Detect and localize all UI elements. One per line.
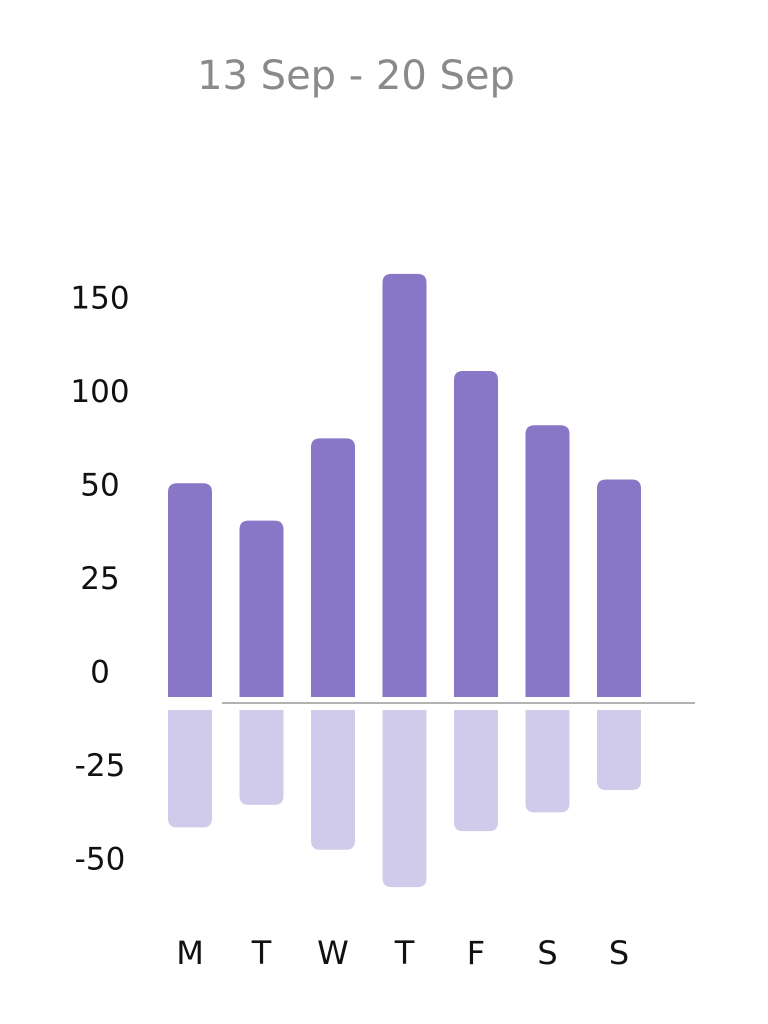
y-tick-label: 50 bbox=[80, 468, 119, 504]
x-tick-label: T bbox=[394, 934, 415, 972]
bar bbox=[454, 371, 498, 697]
bar bbox=[525, 710, 570, 813]
x-tick-label: T bbox=[251, 934, 272, 972]
y-tick-label: 100 bbox=[70, 374, 129, 410]
x-tick-label: W bbox=[317, 934, 349, 972]
chart-title: 13 Sep - 20 Sep bbox=[197, 53, 515, 99]
y-tick-label: 0 bbox=[90, 655, 110, 691]
x-tick-label: S bbox=[609, 934, 629, 972]
bar bbox=[382, 273, 427, 697]
bar bbox=[239, 710, 284, 805]
bar bbox=[525, 425, 570, 697]
x-tick-label: S bbox=[537, 934, 557, 972]
y-tick-label: -50 bbox=[75, 842, 126, 878]
bar bbox=[454, 710, 498, 832]
x-tick-label: M bbox=[176, 934, 204, 972]
bar bbox=[597, 479, 641, 697]
bar bbox=[239, 520, 284, 697]
bar bbox=[311, 710, 355, 850]
bar bbox=[597, 710, 641, 790]
y-tick-label: -25 bbox=[75, 748, 126, 784]
bar bbox=[168, 710, 212, 828]
bar bbox=[382, 710, 427, 888]
bar bbox=[168, 483, 212, 697]
bar bbox=[311, 438, 355, 697]
x-tick-label: F bbox=[467, 934, 485, 972]
y-tick-label: 25 bbox=[80, 561, 119, 597]
y-tick-label: 150 bbox=[70, 281, 129, 317]
